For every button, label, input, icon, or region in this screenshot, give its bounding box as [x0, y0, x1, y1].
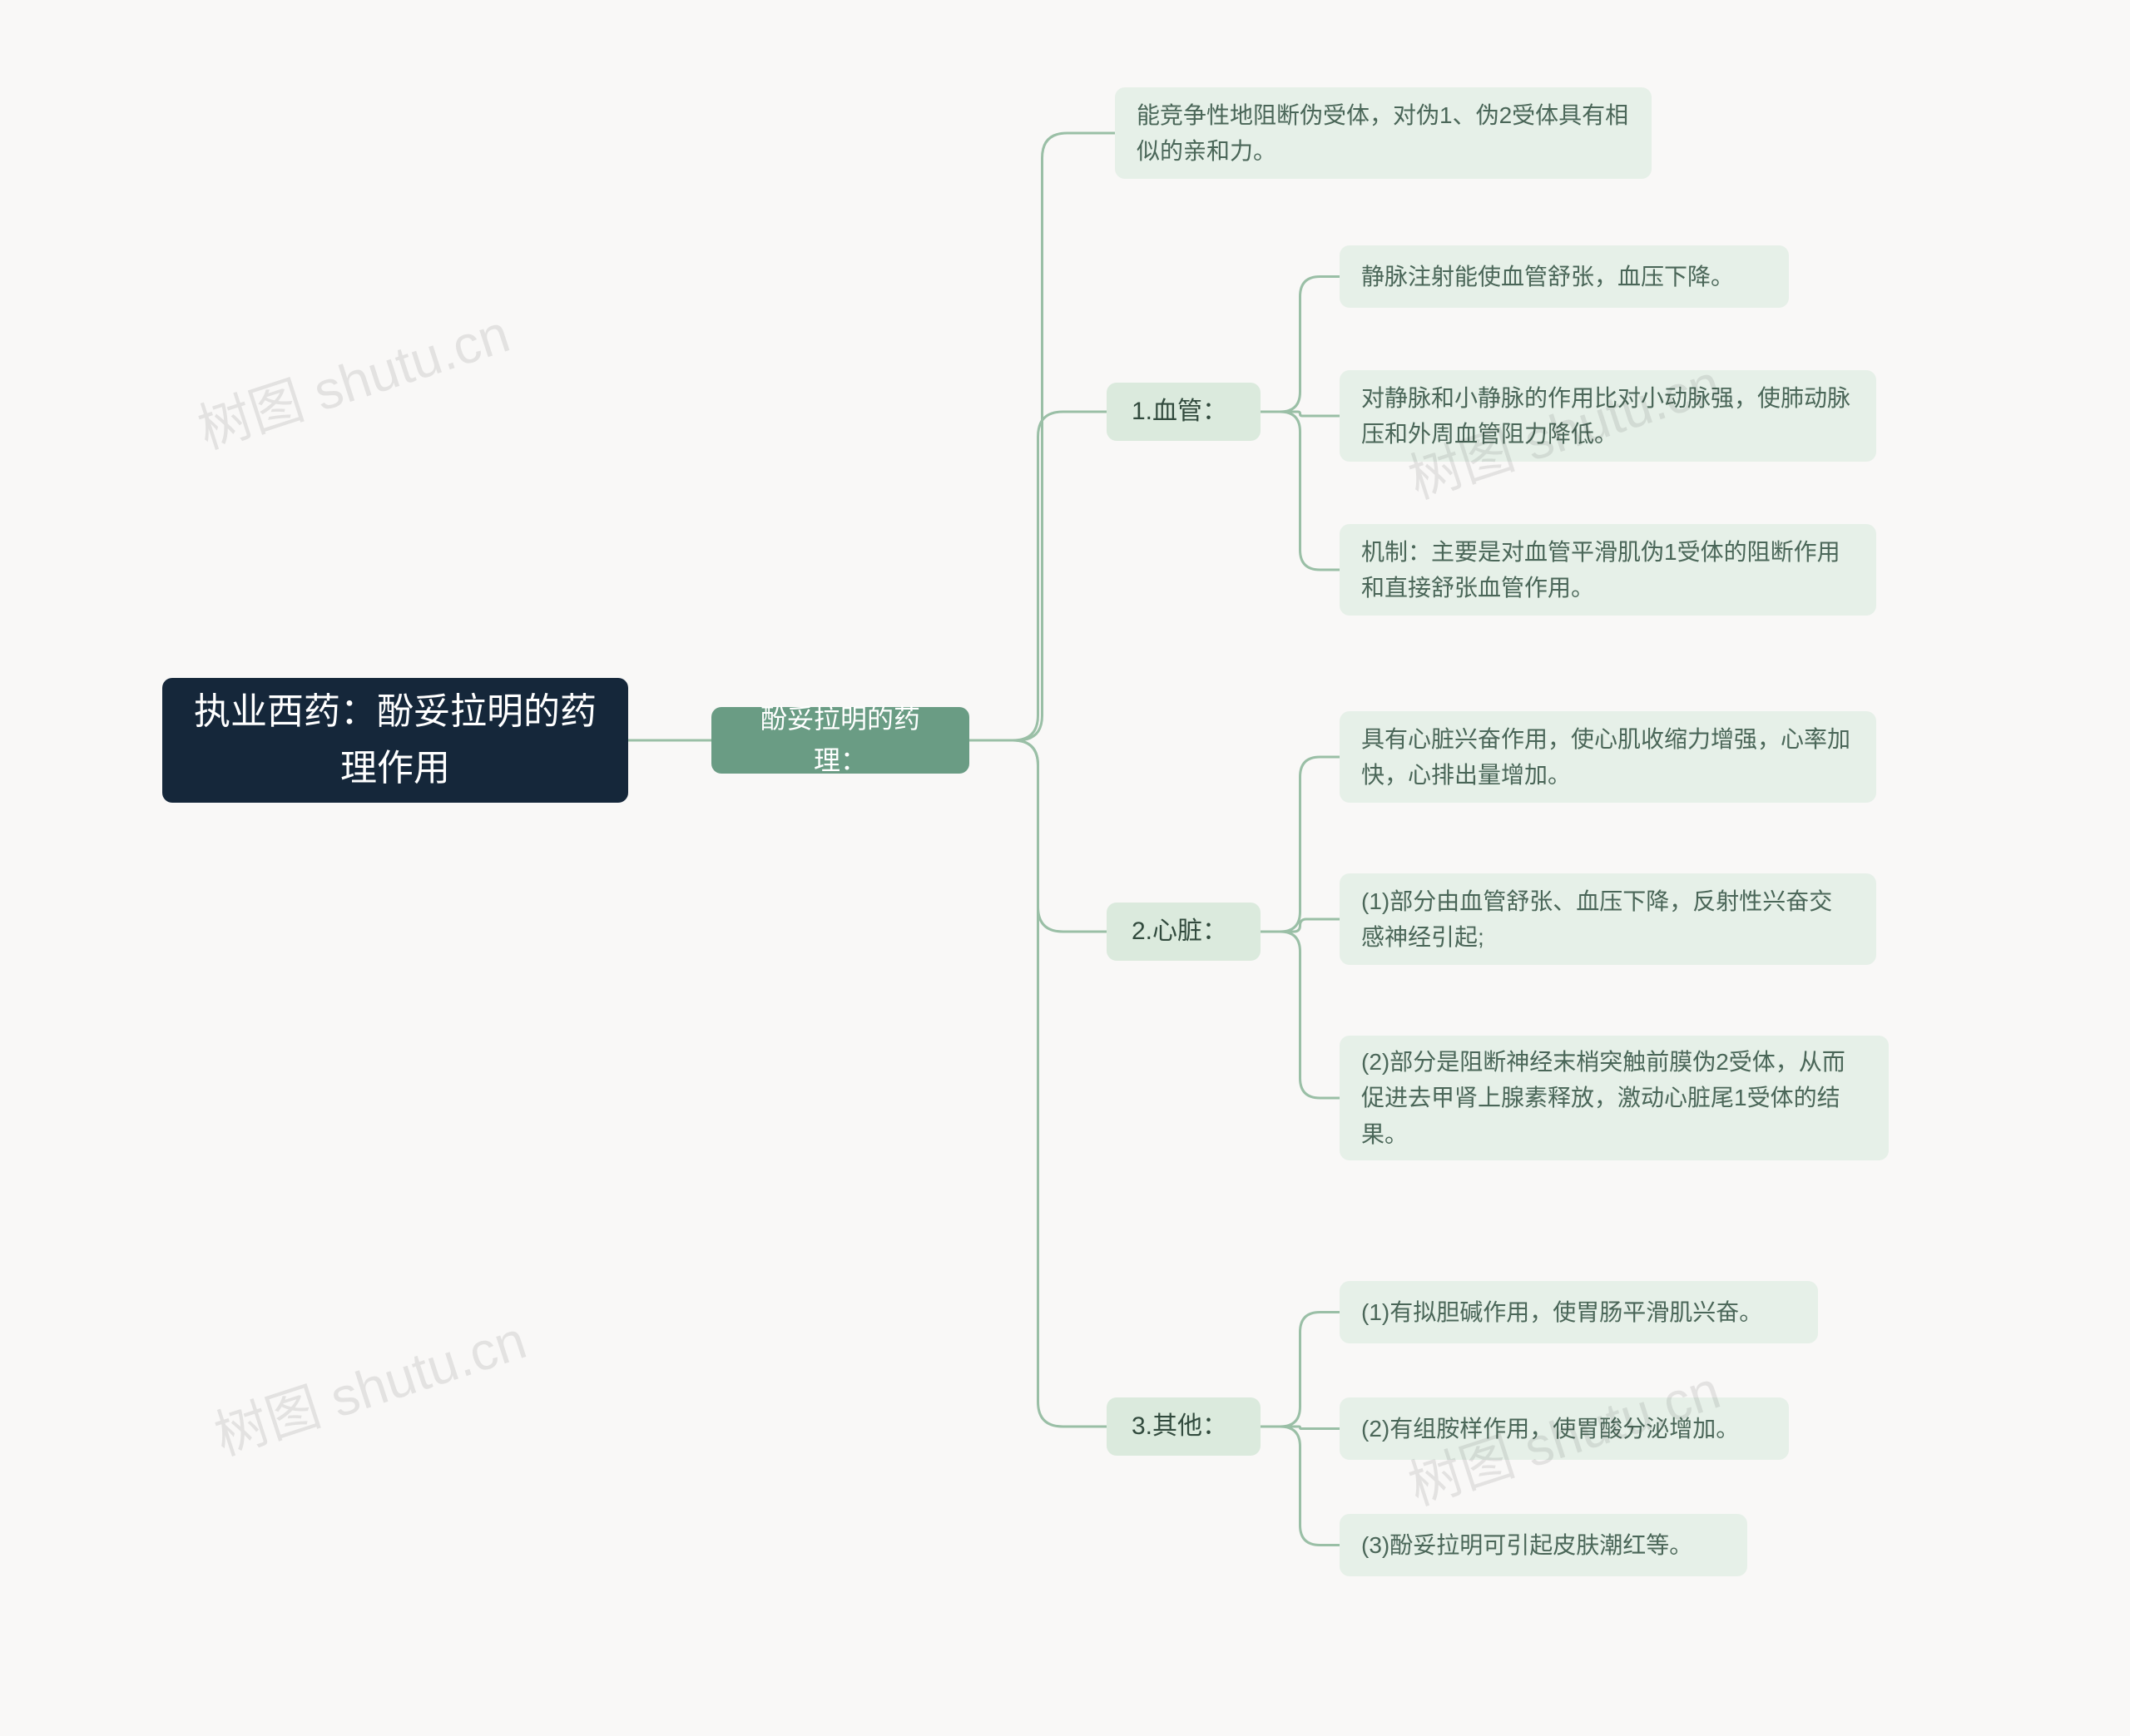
root-label: 执业西药：酚妥拉明的药理作用: [187, 684, 603, 797]
leaf-text: (3)酚妥拉明可引起皮肤潮红等。: [1361, 1527, 1692, 1563]
branch-label-text: 1.血管：: [1132, 393, 1227, 432]
branch-label-vessel: 1.血管：: [1107, 383, 1261, 441]
watermark: 树图 shutu.cn: [187, 291, 518, 463]
branch-label-text: 3.其他：: [1132, 1407, 1227, 1447]
leaf-other-1: (2)有组胺样作用，使胃酸分泌增加。: [1340, 1397, 1789, 1460]
leaf-vessel-2: 机制：主要是对血管平滑肌伪1受体的阻断作用和直接舒张血管作用。: [1340, 524, 1876, 616]
watermark: 树图 shutu.cn: [204, 1298, 534, 1470]
leaf-text: (1)有拟胆碱作用，使胃肠平滑肌兴奋。: [1361, 1294, 1762, 1330]
leaf-vessel-1: 对静脉和小静脉的作用比对小动脉强，使肺动脉压和外周血管阻力降低。: [1340, 370, 1876, 462]
leaf-other-0: (1)有拟胆碱作用，使胃肠平滑肌兴奋。: [1340, 1281, 1818, 1343]
leaf-heart-1: (1)部分由血管舒张、血压下降，反射性兴奋交感神经引起;: [1340, 873, 1876, 965]
branch-label-other: 3.其他：: [1107, 1397, 1261, 1456]
leaf-text: (1)部分由血管舒张、血压下降，反射性兴奋交感神经引起;: [1361, 883, 1855, 956]
leaf-text: (2)有组胺样作用，使胃酸分泌增加。: [1361, 1411, 1739, 1447]
leaf-text: 机制：主要是对血管平滑肌伪1受体的阻断作用和直接舒张血管作用。: [1361, 534, 1855, 606]
connector-layer: [0, 0, 2130, 1736]
leaf-text: 具有心脏兴奋作用，使心肌收缩力增强，心率加快，心排出量增加。: [1361, 721, 1855, 794]
mid-node: 酚妥拉明的药理：: [711, 707, 969, 774]
branch-label-text: 2.心脏：: [1132, 913, 1227, 952]
branch-label-heart: 2.心脏：: [1107, 903, 1261, 961]
leaf-heart-0: 具有心脏兴奋作用，使心肌收缩力增强，心率加快，心排出量增加。: [1340, 711, 1876, 803]
leaf-text: 对静脉和小静脉的作用比对小动脉强，使肺动脉压和外周血管阻力降低。: [1361, 380, 1855, 453]
leaf-text: (2)部分是阻断神经末梢突触前膜伪2受体，从而促进去甲肾上腺素释放，激动心脏尾1…: [1361, 1044, 1867, 1152]
leaf-text: 能竞争性地阻断伪受体，对伪1、伪2受体具有相似的亲和力。: [1137, 97, 1630, 170]
root-node: 执业西药：酚妥拉明的药理作用: [162, 678, 628, 803]
leaf-other-2: (3)酚妥拉明可引起皮肤潮红等。: [1340, 1514, 1747, 1576]
leaf-vessel-0: 静脉注射能使血管舒张，血压下降。: [1340, 245, 1789, 308]
leaf-heart-2: (2)部分是阻断神经末梢突触前膜伪2受体，从而促进去甲肾上腺素释放，激动心脏尾1…: [1340, 1036, 1889, 1160]
leaf-intro-0: 能竞争性地阻断伪受体，对伪1、伪2受体具有相似的亲和力。: [1115, 87, 1652, 179]
leaf-text: 静脉注射能使血管舒张，血压下降。: [1361, 259, 1734, 294]
mid-label: 酚妥拉明的药理：: [736, 699, 944, 781]
